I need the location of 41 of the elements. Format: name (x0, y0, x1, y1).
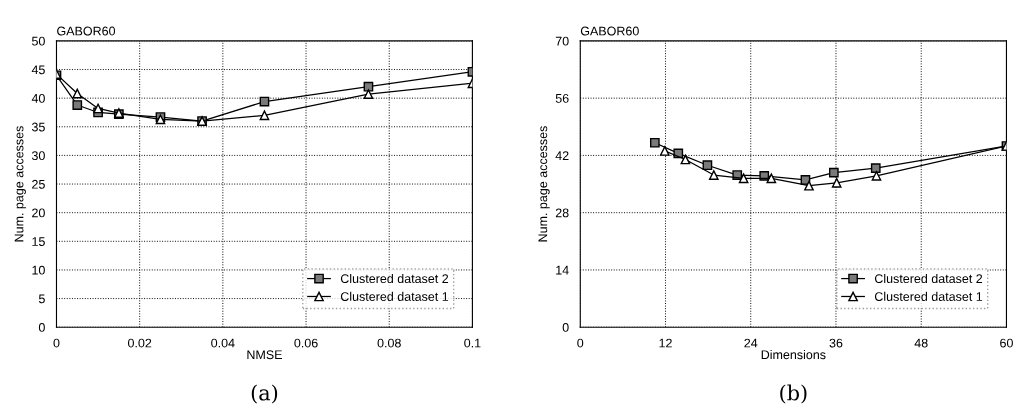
legend-label: Clustered dataset 1 (874, 291, 983, 301)
legend-label: Clustered dataset 1 (340, 291, 449, 301)
text: (a) (251, 384, 278, 404)
x-tick-label: 0.04 (211, 338, 235, 348)
y-axis-title: Num. page accesses (14, 126, 26, 242)
chart-title: GABOR60 (580, 26, 639, 36)
x-tick-label: 48 (914, 338, 928, 348)
y-tick-label: 56 (555, 93, 569, 103)
x-tick-label: 36 (829, 338, 843, 348)
x-tick-label: 0.02 (128, 338, 152, 348)
x-axis-title: NMSE (247, 350, 282, 360)
x-tick-label: 0.08 (377, 338, 401, 348)
x-tick-label: 60 (1000, 338, 1013, 348)
x-tick-label: 12 (659, 338, 672, 348)
y-tick-label: 28 (555, 208, 569, 218)
y-tick-label: 0 (38, 323, 45, 332)
y-tick-label: 25 (32, 179, 45, 189)
legend-label: Clustered dataset 2 (874, 273, 983, 284)
x-tick-label: 0 (577, 338, 584, 348)
x-tick-label: 0 (53, 338, 60, 348)
y-tick-label: 5 (38, 294, 45, 304)
y-tick-label: 35 (31, 122, 45, 132)
chart-title: GABOR60 (57, 26, 116, 36)
y-tick-label: 10 (32, 265, 45, 275)
y-tick-label: 0 (562, 323, 569, 332)
y-tick-label: 20 (32, 208, 45, 218)
text: (b) (780, 384, 807, 404)
x-tick-label: 0.1 (464, 338, 481, 348)
y-tick-label: 70 (555, 36, 569, 46)
x-tick-label: 24 (744, 338, 758, 348)
y-axis-title: Num. page accesses (538, 126, 550, 242)
legend-label: Clustered dataset 2 (340, 273, 449, 284)
x-tick-label: 0.06 (294, 338, 318, 348)
y-tick-label: 14 (556, 265, 569, 275)
y-tick-label: 50 (31, 36, 45, 46)
y-tick-label: 15 (32, 237, 45, 246)
x-axis-title: Dimensions (761, 349, 826, 360)
y-tick-label: 45 (31, 65, 45, 75)
y-tick-label: 42 (555, 151, 569, 160)
y-tick-label: 40 (31, 93, 45, 103)
y-tick-label: 30 (31, 151, 45, 161)
